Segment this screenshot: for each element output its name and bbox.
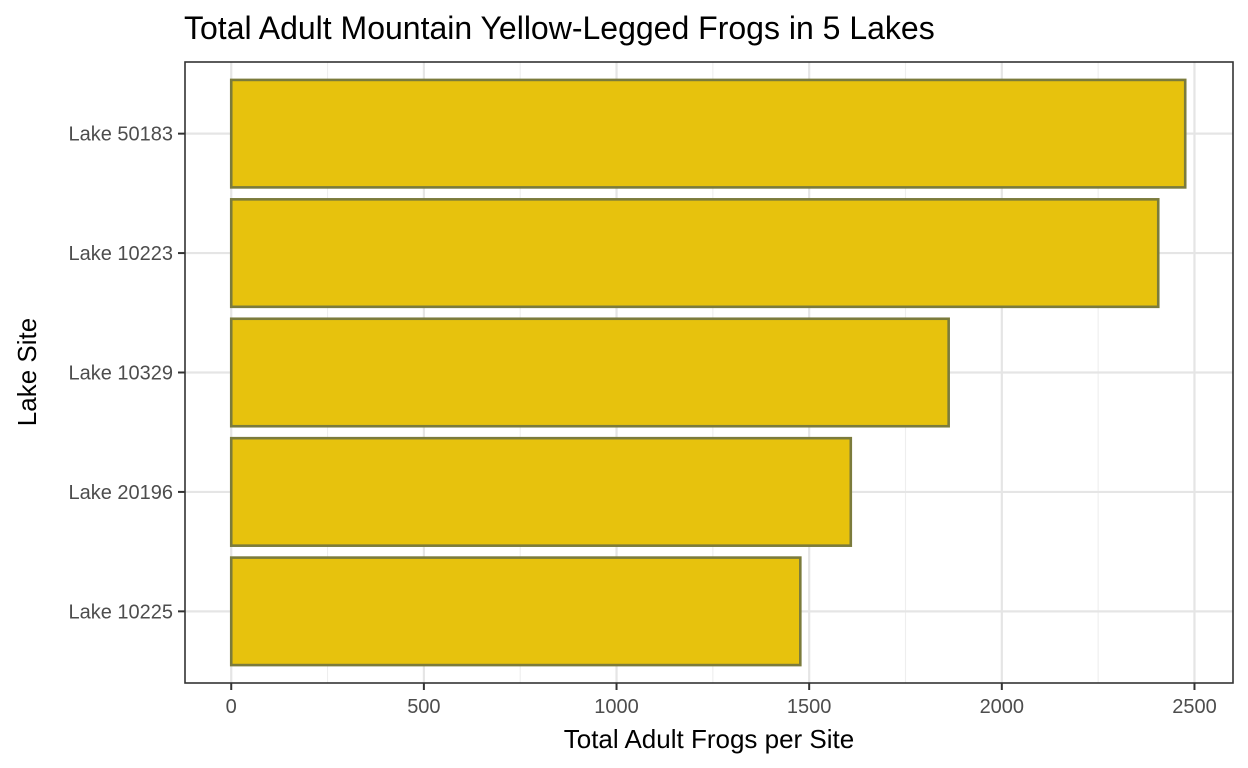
x-axis-title: Total Adult Frogs per Site bbox=[564, 724, 854, 754]
x-axis: 0 500 1000 1500 2000 2500 bbox=[226, 683, 1217, 718]
y-axis: Lake 50183 Lake 10223 Lake 10329 Lake 20196… bbox=[68, 124, 185, 623]
y-axis-title: Lake Site bbox=[12, 318, 42, 426]
x-tick-label: 2500 bbox=[1172, 696, 1217, 718]
x-tick-label: 1500 bbox=[787, 696, 832, 718]
bar-lake-50183 bbox=[229, 78, 1187, 189]
y-tick-label: Lake 50183 bbox=[68, 124, 173, 146]
x-tick-label: 500 bbox=[407, 696, 440, 718]
bar-lake-10225 bbox=[229, 556, 802, 667]
x-tick-label: 0 bbox=[226, 696, 237, 718]
bars bbox=[229, 78, 1187, 667]
x-tick-label: 2000 bbox=[980, 696, 1025, 718]
y-tick-label: Lake 10225 bbox=[68, 601, 173, 623]
bar-lake-20196 bbox=[229, 436, 853, 547]
y-tick-label: Lake 20196 bbox=[68, 482, 173, 504]
bar-lake-10329 bbox=[229, 317, 950, 428]
y-tick-label: Lake 10329 bbox=[68, 363, 173, 385]
bar-lake-10223 bbox=[229, 198, 1160, 309]
chart-title: Total Adult Mountain Yellow-Legged Frogs… bbox=[184, 10, 935, 46]
y-tick-label: Lake 10223 bbox=[68, 243, 173, 265]
x-tick-label: 1000 bbox=[594, 696, 639, 718]
